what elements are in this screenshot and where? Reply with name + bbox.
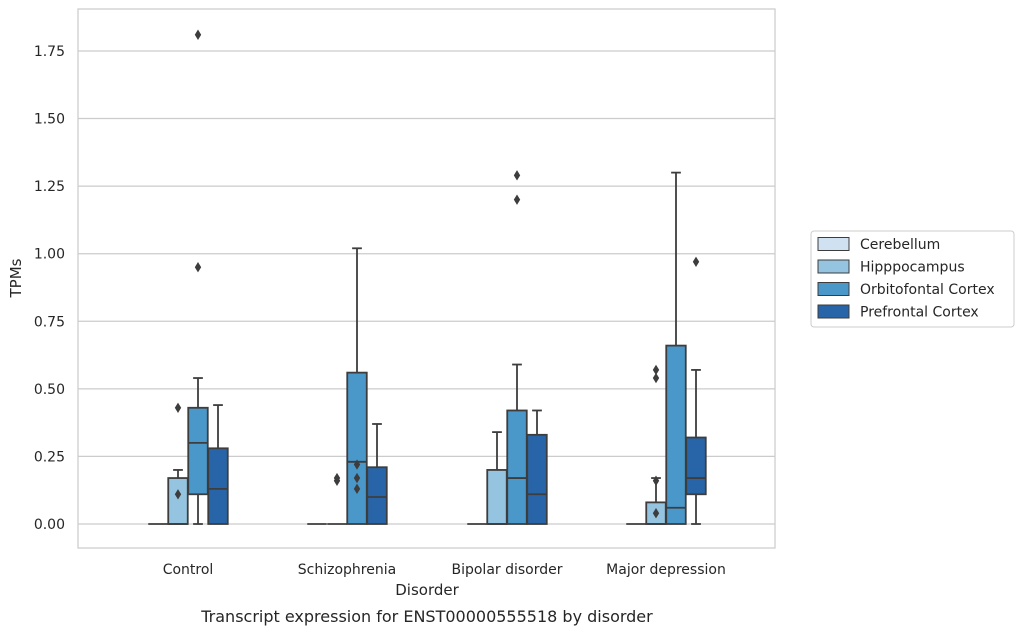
outlier-point — [174, 402, 182, 413]
box-body — [207, 447, 229, 525]
x-tick-labels: Control Schizophrenia Bipolar disorder Majo… — [163, 562, 726, 578]
outlier-point — [194, 29, 202, 40]
x-tick-label: Schizophrenia — [298, 562, 396, 578]
outlier-point — [513, 170, 521, 181]
y-tick-label: 0.75 — [34, 314, 65, 330]
legend-label: Prefrontal Cortex — [860, 305, 979, 321]
outlier-point — [652, 372, 660, 384]
y-tick-label: 1.00 — [34, 247, 65, 263]
y-tick-label: 0.50 — [34, 382, 65, 398]
y-tick-label: 1.25 — [34, 179, 65, 195]
y-tick-label: 1.50 — [34, 112, 65, 128]
box-hipppocampus — [167, 402, 189, 525]
box-orbitofontal-cortex — [665, 171, 687, 525]
legend-swatch — [817, 237, 850, 251]
outlier-point — [692, 256, 700, 268]
box-prefrontal-cortex — [207, 404, 229, 525]
box-prefrontal-cortex — [526, 409, 548, 525]
box-hipppocampus — [327, 472, 347, 525]
outlier-point — [652, 364, 660, 376]
legend-swatch — [817, 259, 850, 274]
outlier-point — [353, 483, 361, 495]
chart-caption: Transcript expression for ENST0000055551… — [200, 607, 653, 626]
box-hipppocampus — [645, 364, 667, 525]
box-orbitofontal-cortex — [187, 29, 209, 525]
y-tick-label: 0.00 — [34, 517, 65, 533]
outlier-point — [652, 475, 660, 486]
legend-label: Cerebellum — [860, 237, 940, 253]
box-orbitofontal-cortex — [346, 247, 368, 525]
outlier-point — [174, 489, 182, 500]
legend: Cerebellum Hipppocampus Orbitofontal Corte… — [810, 230, 1015, 328]
outlier-point — [652, 507, 660, 519]
outlier-point — [513, 194, 521, 205]
legend-frame — [810, 230, 1015, 328]
boxes — [148, 29, 707, 525]
box-prefrontal-cortex — [685, 256, 707, 525]
x-tick-label: Control — [163, 562, 214, 578]
box-body — [526, 433, 548, 525]
outlier-point — [194, 262, 202, 273]
box-body — [486, 469, 508, 525]
x-axis-label: Disorder — [395, 581, 459, 599]
box-body — [167, 477, 189, 525]
outlier-point — [353, 472, 361, 484]
y-tick-label: 1.75 — [34, 44, 65, 60]
y-axis-label: TPMs — [7, 258, 25, 298]
y-tick-labels: 0.00 0.25 0.50 0.75 1.00 1.25 1.50 1.75 — [34, 44, 65, 533]
box-body — [685, 436, 707, 496]
x-tick-label: Major depression — [606, 562, 726, 578]
x-tick-label: Bipolar disorder — [451, 562, 562, 578]
outlier-point — [353, 459, 361, 470]
box-body — [665, 344, 687, 525]
box-body — [366, 466, 388, 525]
box-body — [506, 409, 528, 525]
box-body — [346, 371, 368, 525]
legend-swatch — [817, 282, 850, 296]
box-prefrontal-cortex — [366, 423, 388, 525]
legend-label: Orbitofontal Cortex — [860, 282, 995, 298]
legend-label: Hipppocampus — [860, 260, 965, 276]
outlier-point — [333, 472, 341, 484]
legend-swatch — [817, 304, 850, 319]
y-tick-label: 0.25 — [34, 449, 65, 465]
box-body — [187, 406, 209, 496]
